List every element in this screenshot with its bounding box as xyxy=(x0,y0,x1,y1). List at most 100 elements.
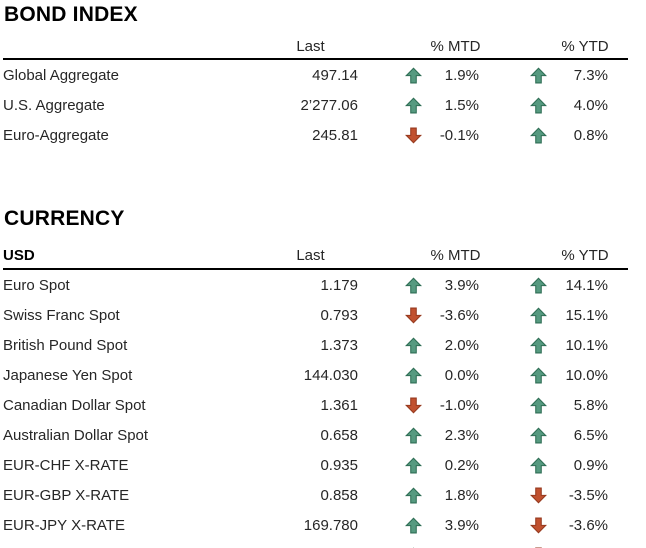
ytd-value: 4.0% xyxy=(573,96,608,114)
instrument-label: Global Aggregate xyxy=(3,66,119,84)
currency-section: CURRENCY USD Last % MTD % YTD Euro Spot … xyxy=(3,206,628,548)
report-body: BOND INDEX Last % MTD % YTD Global Aggre… xyxy=(0,4,628,548)
up-arrow-icon xyxy=(523,127,553,144)
table-row: Euro Spot 1.179 3.9% 14.1% xyxy=(3,270,628,300)
instrument-label: EUR-CHF X-RATE xyxy=(3,456,129,474)
up-arrow-icon xyxy=(523,277,553,294)
down-arrow-icon xyxy=(523,487,553,504)
bond-index-header-row: Last % MTD % YTD xyxy=(3,35,628,60)
last-value: 169.780 xyxy=(303,516,358,534)
table-row: Canadian Dollar Spot 1.361 -1.0% 5.8% xyxy=(3,390,628,420)
column-header-ytd: % YTD xyxy=(561,38,609,55)
table-row: Global Aggregate 497.14 1.9% 7.3% xyxy=(3,60,628,90)
instrument-label: Euro Spot xyxy=(3,276,70,294)
instrument-label: British Pound Spot xyxy=(3,336,128,354)
table-row: Euro-Aggregate 245.81 -0.1% 0.8% xyxy=(3,120,628,150)
column-header-mtd: % MTD xyxy=(430,38,481,55)
last-value: 1.179 xyxy=(320,276,358,294)
currency-rows: Euro Spot 1.179 3.9% 14.1% Swiss Franc S… xyxy=(3,270,628,540)
down-arrow-icon xyxy=(523,517,553,534)
ytd-value: -3.6% xyxy=(568,516,608,534)
up-arrow-icon xyxy=(398,427,428,444)
ytd-value: 5.8% xyxy=(573,396,608,414)
last-value: 0.858 xyxy=(320,486,358,504)
instrument-label: Swiss Franc Spot xyxy=(3,306,120,324)
up-arrow-icon xyxy=(398,487,428,504)
ytd-value: 15.1% xyxy=(565,306,608,324)
up-arrow-icon xyxy=(398,457,428,474)
up-arrow-icon xyxy=(523,337,553,354)
down-arrow-icon xyxy=(398,397,428,414)
column-header-last: Last xyxy=(296,38,325,55)
mtd-value: 1.9% xyxy=(444,66,479,84)
last-value: 245.81 xyxy=(312,126,358,144)
up-arrow-icon xyxy=(523,97,553,114)
up-arrow-icon xyxy=(523,427,553,444)
ytd-value: 6.5% xyxy=(573,426,608,444)
table-row: EUR-JPY X-RATE 169.780 3.9% -3.6% xyxy=(3,510,628,540)
instrument-label: EUR-GBP X-RATE xyxy=(3,486,130,504)
table-row: EUR-GBP X-RATE 0.858 1.8% -3.5% xyxy=(3,480,628,510)
mtd-value: 2.0% xyxy=(444,336,479,354)
currency-header-row: USD Last % MTD % YTD xyxy=(3,242,628,270)
instrument-label: EUR-JPY X-RATE xyxy=(3,516,125,534)
clipped-next-row xyxy=(3,540,628,548)
currency-title: CURRENCY xyxy=(4,207,125,230)
ytd-value: 10.1% xyxy=(565,336,608,354)
up-arrow-icon xyxy=(398,367,428,384)
instrument-label: Japanese Yen Spot xyxy=(3,366,133,384)
up-arrow-icon xyxy=(523,307,553,324)
mtd-value: 0.2% xyxy=(444,456,479,474)
column-header-usd: USD xyxy=(3,246,35,264)
table-row: U.S. Aggregate 2’277.06 1.5% 4.0% xyxy=(3,90,628,120)
mtd-value: 1.5% xyxy=(444,96,479,114)
table-row: British Pound Spot 1.373 2.0% 10.1% xyxy=(3,330,628,360)
last-value: 0.935 xyxy=(320,456,358,474)
ytd-value: 14.1% xyxy=(565,276,608,294)
last-value: 1.373 xyxy=(320,336,358,354)
last-value: 1.361 xyxy=(320,396,358,414)
up-arrow-icon xyxy=(398,277,428,294)
up-arrow-icon xyxy=(523,67,553,84)
table-row: EUR-CHF X-RATE 0.935 0.2% 0.9% xyxy=(3,450,628,480)
table-row: Japanese Yen Spot 144.030 0.0% 10.0% xyxy=(3,360,628,390)
last-value: 2’277.06 xyxy=(300,96,358,114)
last-value: 497.14 xyxy=(312,66,358,84)
instrument-label: U.S. Aggregate xyxy=(3,96,105,114)
down-arrow-icon xyxy=(398,307,428,324)
mtd-value: 0.0% xyxy=(444,366,479,384)
instrument-label: Canadian Dollar Spot xyxy=(3,396,146,414)
ytd-value: 0.8% xyxy=(573,126,608,144)
last-value: 144.030 xyxy=(303,366,358,384)
mtd-value: 3.9% xyxy=(444,516,479,534)
ytd-value: 7.3% xyxy=(573,66,608,84)
up-arrow-icon xyxy=(523,397,553,414)
clipped-next-row-content xyxy=(3,540,628,548)
instrument-label: Australian Dollar Spot xyxy=(3,426,149,444)
mtd-value: -3.6% xyxy=(439,306,479,324)
up-arrow-icon xyxy=(398,517,428,534)
mtd-value: 1.8% xyxy=(444,486,479,504)
column-header-mtd: % MTD xyxy=(430,246,481,264)
instrument-label: Euro-Aggregate xyxy=(3,126,109,144)
ytd-value: 10.0% xyxy=(565,366,608,384)
bond-index-section: BOND INDEX Last % MTD % YTD Global Aggre… xyxy=(3,4,628,150)
up-arrow-icon xyxy=(398,67,428,84)
last-value: 0.793 xyxy=(320,306,358,324)
ytd-value: -3.5% xyxy=(568,486,608,504)
table-row: Swiss Franc Spot 0.793 -3.6% 15.1% xyxy=(3,300,628,330)
up-arrow-icon xyxy=(523,367,553,384)
ytd-value: 0.9% xyxy=(573,456,608,474)
mtd-value: -1.0% xyxy=(439,396,479,414)
mtd-value: 2.3% xyxy=(444,426,479,444)
table-row: Australian Dollar Spot 0.658 2.3% 6.5% xyxy=(3,420,628,450)
mtd-value: 3.9% xyxy=(444,276,479,294)
bond-index-title: BOND INDEX xyxy=(4,3,138,26)
bond-index-rows: Global Aggregate 497.14 1.9% 7.3% U.S. A… xyxy=(3,60,628,150)
up-arrow-icon xyxy=(398,337,428,354)
last-value: 0.658 xyxy=(320,426,358,444)
up-arrow-icon xyxy=(523,457,553,474)
mtd-value: -0.1% xyxy=(439,126,479,144)
down-arrow-icon xyxy=(398,127,428,144)
